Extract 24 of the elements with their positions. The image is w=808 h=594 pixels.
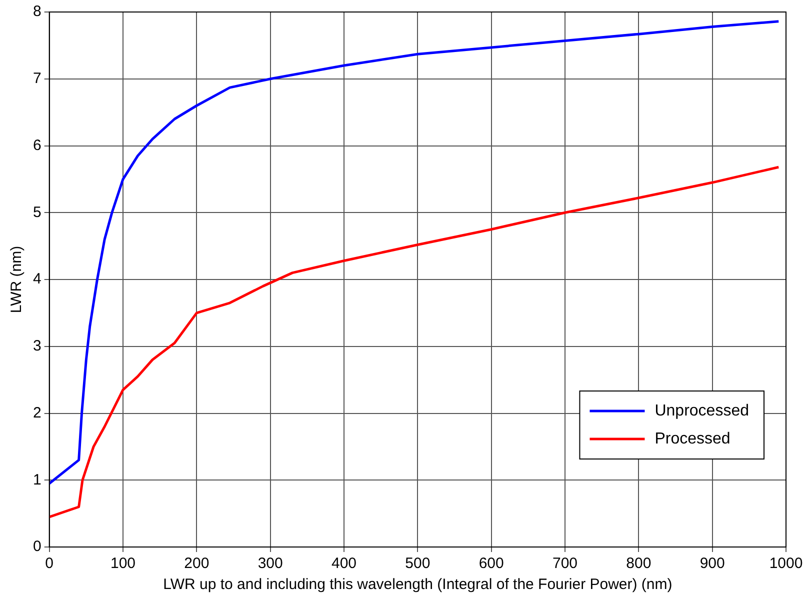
y-tick-label: 2 [33,404,42,422]
legend-label: Processed [654,430,730,448]
y-tick-label: 3 [33,338,42,355]
x-tick-label: 600 [478,555,504,572]
y-tick-label: 8 [33,3,42,20]
y-axis-title: LWR (nm) [8,246,26,314]
x-tick-label: 300 [258,555,283,572]
x-tick-label: 400 [331,555,357,572]
y-tick-label: 5 [33,204,42,221]
x-tick-label: 500 [405,555,430,572]
x-tick-label: 100 [110,555,136,572]
y-tick-label: 7 [33,70,42,88]
y-tick-label: 1 [33,471,42,488]
y-tick-label: 4 [33,270,42,288]
x-tick-label: 800 [626,555,652,572]
y-tick-label: 6 [33,136,42,154]
x-tick-label: 1000 [769,555,803,572]
x-axis-title: LWR up to and including this wavelength (Integral of the Fourier Power) (nm) [163,576,672,594]
y-tick-label: 0 [33,538,42,556]
x-tick-label: 900 [700,555,725,572]
x-tick-label: 200 [184,555,210,572]
legend-label: Unprocessed [654,402,750,420]
x-tick-label: 0 [45,555,54,572]
x-tick-label: 700 [552,555,578,572]
